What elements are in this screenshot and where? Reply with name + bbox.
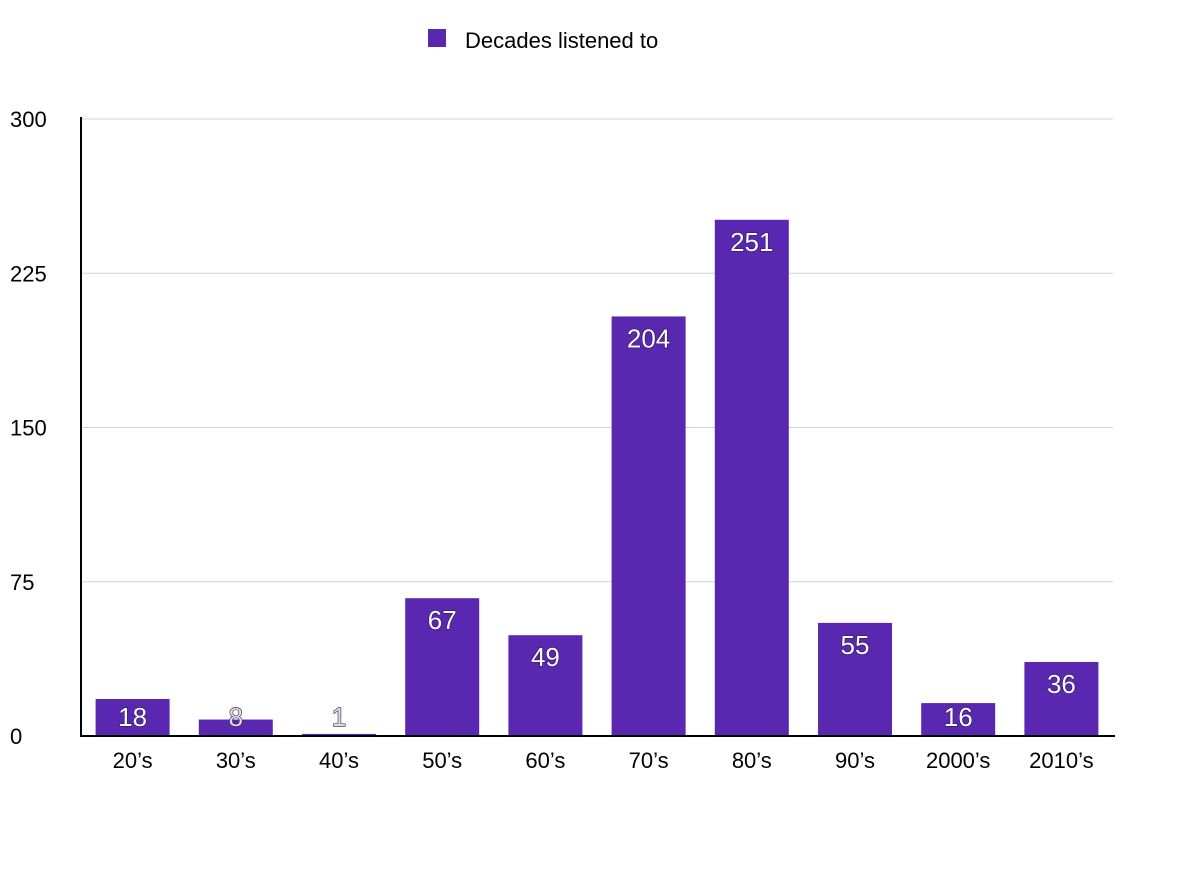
y-tick-label: 300 xyxy=(10,107,47,132)
data-label: 49 xyxy=(531,642,560,672)
bar xyxy=(302,733,376,736)
bar xyxy=(1024,661,1099,736)
y-axis-tick-labels: 0 75 150 225 300 xyxy=(10,107,47,749)
x-tick-label: 60’s xyxy=(525,748,565,773)
data-label: 67 xyxy=(428,605,457,635)
legend-label: Decades listened to xyxy=(465,28,658,53)
axes xyxy=(80,117,1115,737)
x-tick-label: 20’s xyxy=(113,748,153,773)
y-tick-label: 225 xyxy=(10,261,47,286)
x-tick-label: 90’s xyxy=(835,748,875,773)
bar xyxy=(818,622,892,736)
x-tick-label: 2010’s xyxy=(1029,748,1093,773)
data-label: 18 xyxy=(118,702,147,732)
bar xyxy=(95,698,170,736)
data-labels: 18 8 1 67 49 204 251 55 16 36 xyxy=(118,226,1077,732)
bar xyxy=(611,316,686,736)
data-label: 16 xyxy=(944,702,973,732)
y-tick-label: 0 xyxy=(10,724,22,749)
bar xyxy=(405,598,480,736)
data-label: 55 xyxy=(841,630,870,660)
bar xyxy=(714,219,789,736)
legend-swatch xyxy=(428,29,446,47)
data-label: 251 xyxy=(730,227,773,257)
y-tick-label: 150 xyxy=(10,416,47,441)
legend: Decades listened to xyxy=(428,28,658,53)
x-tick-label: 40’s xyxy=(319,748,359,773)
data-label: 36 xyxy=(1047,669,1076,699)
data-label: 1 xyxy=(332,702,346,732)
x-tick-label: 2000’s xyxy=(926,748,990,773)
bar xyxy=(921,703,996,736)
x-tick-label: 30’s xyxy=(216,748,256,773)
gridlines xyxy=(81,118,1113,583)
bar xyxy=(508,635,583,736)
bar xyxy=(198,719,273,736)
x-axis-tick-labels: 20’s 30’s 40’s 50’s 60’s 70’s 80’s 90’s 2000’s 20… xyxy=(113,748,1094,773)
bars xyxy=(95,219,1099,736)
x-tick-label: 50’s xyxy=(422,748,462,773)
data-label: 8 xyxy=(229,702,243,732)
y-tick-label: 75 xyxy=(10,570,34,595)
data-label: 204 xyxy=(627,323,670,353)
x-tick-label: 80’s xyxy=(732,748,772,773)
x-tick-label: 70’s xyxy=(629,748,669,773)
